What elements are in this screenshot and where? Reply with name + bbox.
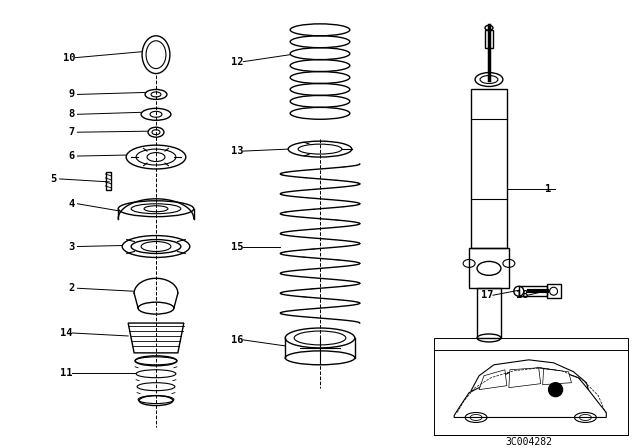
Text: 14: 14 bbox=[60, 328, 73, 338]
Text: 17: 17 bbox=[481, 290, 493, 300]
Text: 7: 7 bbox=[68, 127, 75, 137]
Text: 13: 13 bbox=[231, 146, 244, 156]
Text: 1: 1 bbox=[545, 184, 552, 194]
Polygon shape bbox=[128, 323, 184, 353]
Text: 8: 8 bbox=[68, 109, 75, 119]
Text: 5: 5 bbox=[51, 174, 57, 184]
Polygon shape bbox=[543, 369, 572, 385]
Text: 12: 12 bbox=[231, 56, 244, 67]
Text: 3: 3 bbox=[68, 241, 75, 251]
Circle shape bbox=[548, 383, 563, 396]
Text: 18: 18 bbox=[516, 290, 528, 300]
Bar bbox=[471, 90, 507, 249]
Bar bbox=[547, 284, 561, 298]
Bar bbox=[477, 288, 501, 338]
Bar bbox=[469, 249, 509, 288]
Polygon shape bbox=[509, 368, 541, 388]
Text: 6: 6 bbox=[68, 151, 75, 161]
Polygon shape bbox=[479, 370, 507, 390]
Text: 9: 9 bbox=[68, 90, 75, 99]
Text: 15: 15 bbox=[231, 241, 244, 251]
Bar bbox=[485, 30, 493, 47]
Text: 16: 16 bbox=[231, 335, 244, 345]
Text: 2: 2 bbox=[68, 283, 75, 293]
Polygon shape bbox=[454, 368, 606, 418]
Text: 4: 4 bbox=[68, 199, 75, 209]
Text: 10: 10 bbox=[63, 53, 76, 63]
Text: 3C004282: 3C004282 bbox=[505, 437, 552, 448]
Text: 11: 11 bbox=[60, 368, 73, 378]
Bar bbox=[106, 172, 111, 190]
Bar bbox=[435, 338, 628, 435]
Bar bbox=[519, 286, 547, 296]
